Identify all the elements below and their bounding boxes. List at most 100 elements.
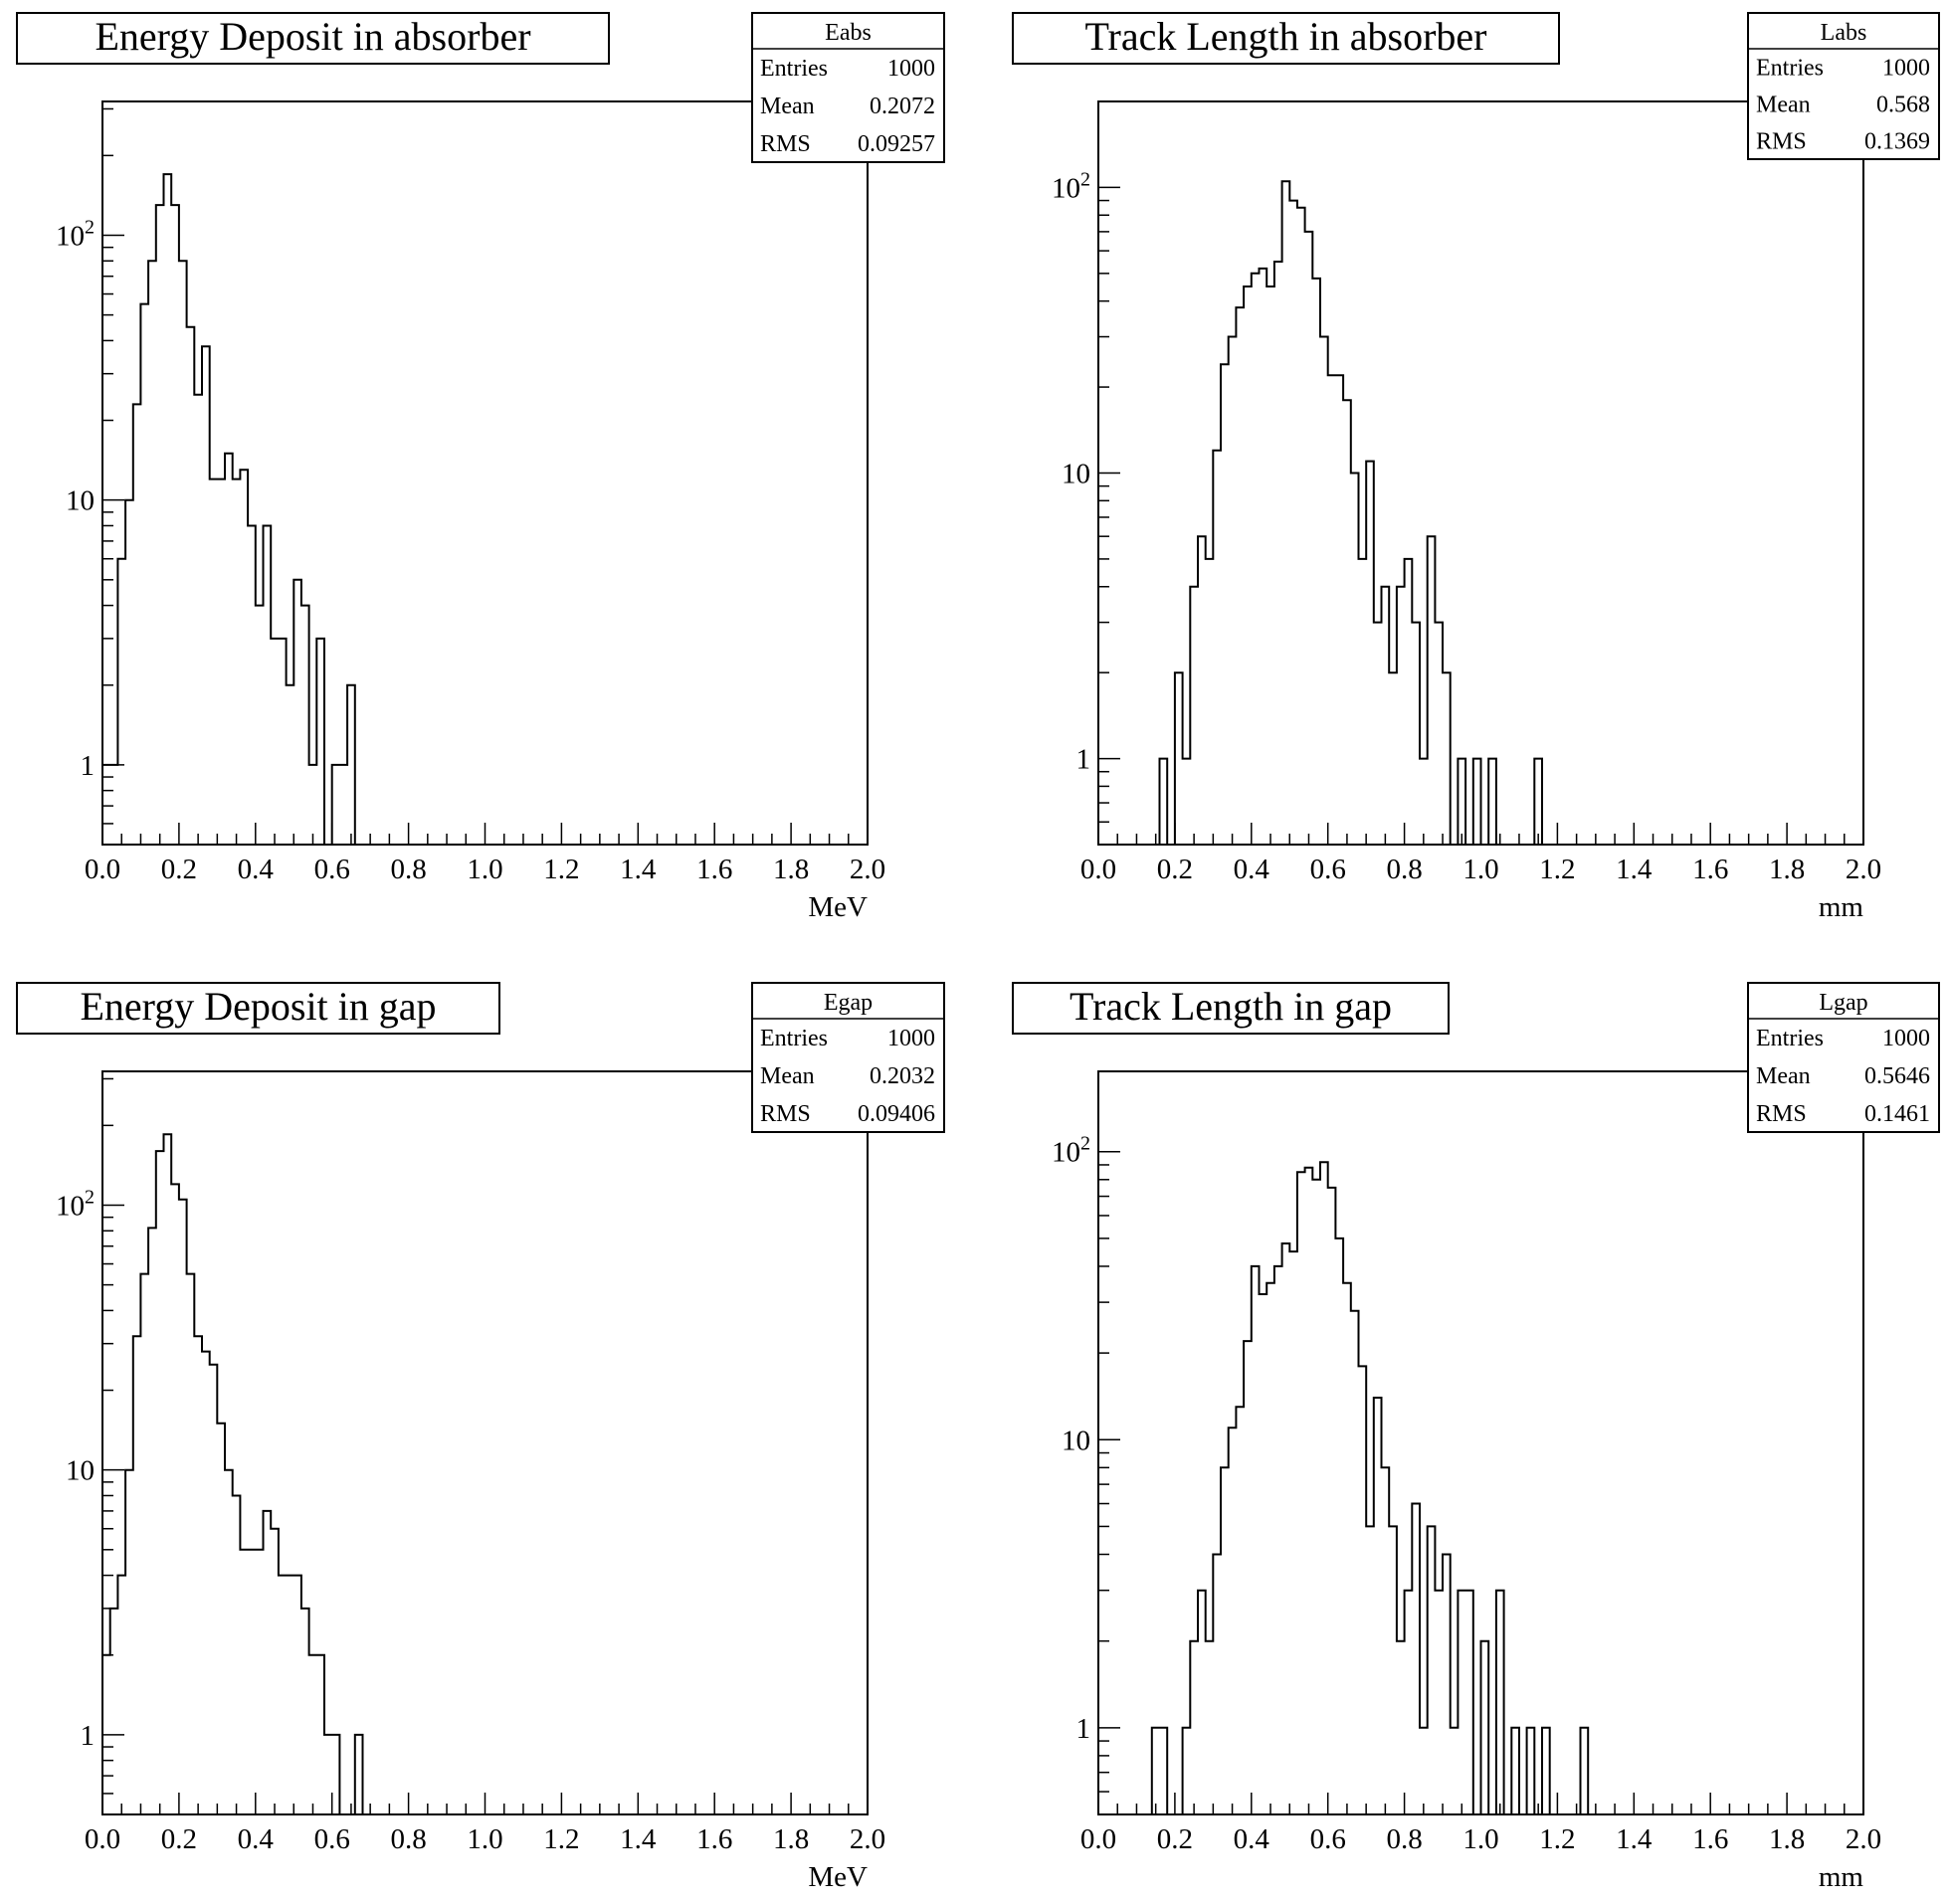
histogram-bin xyxy=(1206,559,1214,845)
histogram-bin xyxy=(287,685,294,845)
histogram-bin xyxy=(263,525,271,845)
histogram-bin xyxy=(316,1655,324,1814)
stats-rms-label: RMS xyxy=(760,1101,811,1127)
histogram-bin xyxy=(1236,307,1244,845)
title-box xyxy=(1012,982,1450,1035)
x-tick-label: 0.6 xyxy=(1310,854,1346,885)
histogram-bin xyxy=(1221,364,1229,845)
histogram-bin xyxy=(1152,1728,1160,1814)
histogram-bin xyxy=(125,500,133,845)
histogram-bin xyxy=(1259,1294,1266,1814)
x-tick-label: 1.6 xyxy=(696,854,732,885)
histogram-bin xyxy=(1443,1555,1451,1814)
histogram-bin xyxy=(1282,181,1290,845)
histogram-bin xyxy=(263,1511,271,1814)
stats-mean-label: Mean xyxy=(760,94,815,119)
x-tick-label: 2.0 xyxy=(850,854,885,885)
stats-entries-value: 1000 xyxy=(887,1026,935,1051)
x-tick-label: 0.0 xyxy=(1080,1823,1116,1855)
histogram-bin xyxy=(1496,1591,1504,1814)
histogram-bin xyxy=(1190,587,1198,845)
histogram-bin xyxy=(1428,1526,1436,1814)
histogram-bin xyxy=(1175,672,1183,845)
histogram-bin xyxy=(1382,1467,1390,1814)
histogram-title: Energy Deposit in absorber xyxy=(95,14,530,59)
histogram-bin xyxy=(1458,1591,1465,1814)
x-tick-label: 0.2 xyxy=(1157,1823,1193,1855)
histogram-bin xyxy=(287,1576,294,1814)
x-tick-label: 0.6 xyxy=(314,854,350,885)
histogram-bin xyxy=(248,525,256,845)
histogram-bin xyxy=(210,1365,218,1814)
histogram-bin xyxy=(179,1200,187,1814)
histogram-bin xyxy=(233,479,241,845)
histogram-bin xyxy=(1213,451,1221,845)
histogram-bin xyxy=(1274,1266,1282,1814)
histogram-bin xyxy=(1221,1467,1229,1814)
histogram-bin xyxy=(1420,1728,1428,1814)
x-tick-label: 0.2 xyxy=(161,1823,197,1855)
x-tick-label: 1.8 xyxy=(773,854,809,885)
x-tick-label: 1.4 xyxy=(1616,1823,1653,1855)
histogram-bin xyxy=(279,639,287,845)
stats-rms-value: 0.1461 xyxy=(1864,1101,1930,1127)
x-tick-label: 1.0 xyxy=(1462,1823,1498,1855)
x-tick-label: 0.0 xyxy=(1080,854,1116,885)
stats-mean-label: Mean xyxy=(1756,93,1811,118)
x-tick-label: 0.4 xyxy=(238,1823,275,1855)
histogram-bin xyxy=(1312,1180,1320,1814)
x-tick-label: 1.2 xyxy=(543,1823,579,1855)
y-tick-label: 1 xyxy=(81,750,96,782)
histogram-bin xyxy=(1374,623,1382,845)
histogram-bin xyxy=(1397,1641,1405,1814)
x-tick-label: 1.4 xyxy=(1616,854,1653,885)
histogram-bin xyxy=(148,261,156,845)
histogram-title: Energy Deposit in gap xyxy=(80,984,436,1029)
histogram-bin xyxy=(1183,759,1191,845)
histogram-bin xyxy=(217,1424,225,1814)
histogram-bin xyxy=(1252,1266,1260,1814)
stats-box xyxy=(1747,12,1940,160)
histogram-bin xyxy=(1213,1555,1221,1814)
x-axis-unit: MeV xyxy=(808,1861,868,1893)
histogram-bin xyxy=(316,639,324,845)
y-tick-label: 10 xyxy=(66,485,95,517)
histogram-bin xyxy=(1405,1591,1413,1814)
histogram-bin xyxy=(194,395,202,845)
histogram-bin xyxy=(1328,1188,1336,1814)
histogram-bin xyxy=(1366,462,1374,845)
histogram-bin xyxy=(1534,759,1542,845)
histogram-bin xyxy=(1198,1591,1206,1814)
x-tick-label: 0.4 xyxy=(238,854,275,885)
histogram-bin xyxy=(1289,1251,1297,1814)
histogram-bin xyxy=(1351,1311,1359,1814)
histogram-line xyxy=(1098,1161,1590,1815)
x-tick-label: 0.0 xyxy=(85,1823,120,1855)
x-tick-label: 0.8 xyxy=(390,854,426,885)
histogram-bin xyxy=(1289,201,1297,845)
histogram-bin xyxy=(1266,286,1274,845)
x-tick-label: 0.4 xyxy=(1234,1823,1270,1855)
title-box xyxy=(1012,12,1560,65)
x-tick-label: 1.0 xyxy=(1462,854,1498,885)
histogram-bin xyxy=(1252,274,1260,845)
histogram-bin xyxy=(1428,536,1436,845)
stats-rms-label: RMS xyxy=(760,131,811,157)
x-tick-label: 1.6 xyxy=(1692,1823,1728,1855)
histogram-bin xyxy=(156,205,164,845)
histogram-bin xyxy=(1297,1172,1305,1814)
histogram-bin xyxy=(1160,759,1168,845)
histogram-bin xyxy=(125,1470,133,1814)
stats-rms-label: RMS xyxy=(1756,1101,1807,1127)
x-tick-label: 2.0 xyxy=(1846,1823,1881,1855)
stats-histogram-name: Lgap xyxy=(1819,990,1867,1016)
title-box xyxy=(16,982,500,1035)
histogram-bin xyxy=(233,1495,241,1814)
histogram-bin xyxy=(332,765,340,845)
histogram-bin xyxy=(1435,623,1443,845)
x-tick-label: 1.2 xyxy=(1539,1823,1575,1855)
plot-frame xyxy=(101,1070,869,1815)
stats-rms-value: 0.09257 xyxy=(858,131,935,157)
histogram-bin xyxy=(256,606,264,845)
histogram-bin xyxy=(164,174,172,845)
